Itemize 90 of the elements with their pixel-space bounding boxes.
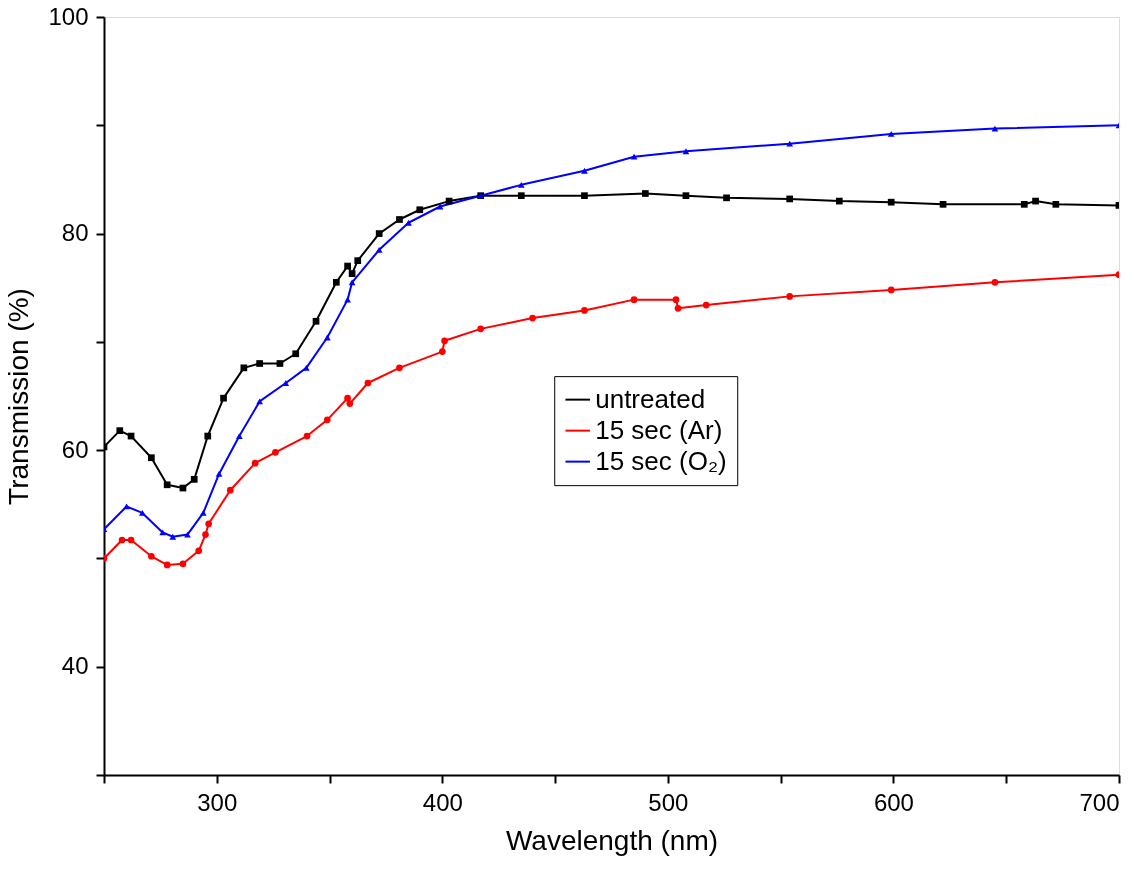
point: [127, 536, 135, 544]
point: [887, 286, 895, 294]
y-tick-label: 40: [61, 652, 89, 680]
point: [116, 427, 124, 435]
x-axis-title: Wavelength (nm): [505, 824, 719, 856]
point: [118, 536, 126, 544]
point: [220, 394, 227, 402]
point: [215, 471, 223, 477]
point: [405, 219, 412, 226]
legend-label: untreated: [595, 383, 706, 414]
point: [786, 140, 794, 147]
point: [674, 304, 682, 312]
line-series: [104, 271, 1119, 569]
point: [887, 198, 895, 206]
point: [184, 531, 191, 538]
point: [887, 131, 895, 137]
point: [396, 364, 403, 372]
point: [202, 531, 209, 538]
point: [163, 481, 171, 489]
point: [630, 296, 638, 303]
point: [205, 520, 213, 528]
point: [323, 416, 331, 424]
legend-label: 15 sec (Ar): [595, 414, 723, 445]
legend-label: 15 sec (O₂): [595, 445, 727, 476]
point: [204, 432, 212, 440]
point: [163, 561, 171, 569]
point: [235, 433, 243, 439]
point: [148, 552, 155, 560]
point: [1032, 197, 1039, 205]
point: [276, 360, 284, 367]
point: [272, 448, 279, 456]
point: [939, 200, 947, 208]
point: [991, 278, 999, 286]
point: [723, 194, 730, 202]
point: [529, 314, 536, 322]
point: [344, 262, 351, 270]
point: [641, 190, 649, 197]
point: [190, 476, 198, 483]
point: [199, 510, 207, 516]
point: [672, 296, 680, 303]
y-tick-label: 60: [61, 435, 89, 463]
point: [282, 380, 290, 386]
point: [581, 307, 588, 314]
point: [240, 364, 248, 372]
point: [346, 400, 354, 407]
x-tick-label: 500: [648, 788, 689, 816]
x-tick-label: 700: [1079, 788, 1120, 816]
point: [303, 432, 311, 440]
point: [344, 296, 351, 303]
point: [581, 167, 588, 174]
point: [702, 301, 710, 309]
point: [364, 379, 372, 387]
point: [375, 230, 383, 237]
point: [416, 206, 424, 214]
point: [169, 533, 177, 540]
x-tick-label: 300: [197, 788, 238, 816]
point: [786, 293, 794, 300]
point: [312, 317, 320, 325]
point: [348, 279, 356, 286]
point: [251, 459, 259, 467]
point: [332, 278, 340, 286]
point: [682, 148, 690, 155]
y-tick-label: 80: [61, 219, 89, 247]
y-axis-title: Transmission (%): [3, 288, 35, 505]
point: [581, 192, 588, 200]
point: [256, 360, 263, 367]
x-tick-label: 600: [873, 788, 914, 816]
point: [835, 197, 843, 205]
point: [630, 153, 638, 160]
point: [179, 560, 187, 568]
point: [375, 246, 383, 253]
point: [477, 325, 485, 333]
point: [226, 486, 234, 494]
point: [438, 348, 446, 355]
point: [682, 192, 690, 200]
x-tick-label: 400: [422, 788, 463, 816]
point: [786, 195, 794, 203]
y-tick-label: 100: [48, 2, 89, 30]
point: [1052, 200, 1060, 208]
point: [1020, 200, 1028, 208]
point: [195, 547, 203, 555]
point: [354, 257, 362, 264]
point: [138, 510, 146, 516]
point: [348, 270, 356, 277]
point: [517, 181, 525, 188]
point: [396, 216, 403, 223]
point: [441, 337, 448, 345]
point: [292, 350, 300, 358]
point: [517, 192, 525, 200]
point: [148, 454, 155, 462]
